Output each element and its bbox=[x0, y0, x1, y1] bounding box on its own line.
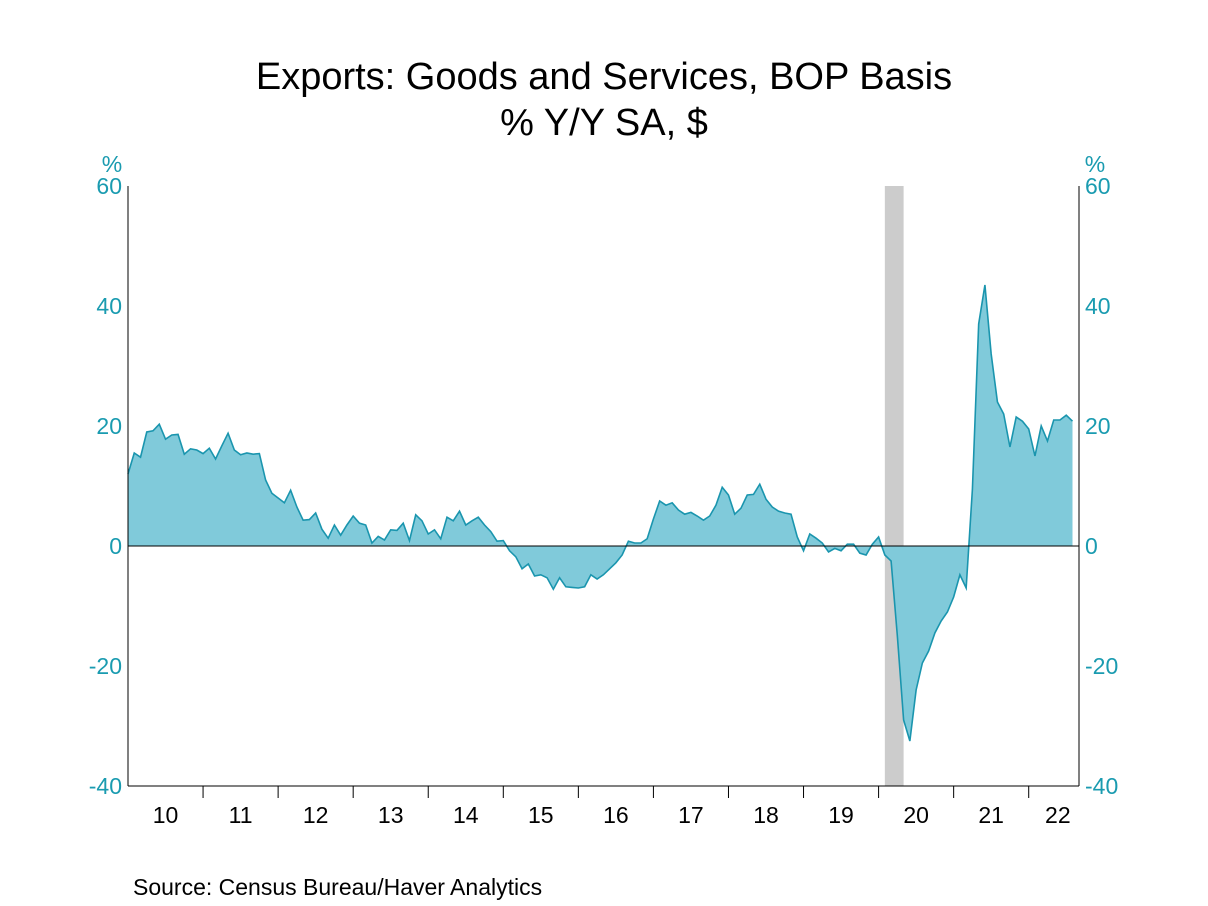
chart-subtitle: % Y/Y SA, $ bbox=[500, 102, 708, 144]
x-tick-label: 21 bbox=[978, 802, 1004, 828]
y-tick-label-right: 60 bbox=[1085, 173, 1111, 199]
x-tick-label: 11 bbox=[229, 802, 253, 828]
x-tick-label: 13 bbox=[378, 802, 404, 828]
x-tick-label: 15 bbox=[528, 802, 554, 828]
x-tick-label: 19 bbox=[828, 802, 854, 828]
series-area bbox=[128, 285, 1073, 741]
y-tick-label-right: 20 bbox=[1085, 413, 1111, 439]
x-tick-label: 22 bbox=[1045, 802, 1071, 828]
x-tick-label: 18 bbox=[753, 802, 779, 828]
y-tick-label-right: -20 bbox=[1085, 653, 1118, 679]
x-tick-label: 10 bbox=[153, 802, 179, 828]
y-tick-label-left: 40 bbox=[96, 293, 122, 319]
y-tick-label-left: 60 bbox=[96, 173, 122, 199]
x-tick-label: 14 bbox=[453, 802, 479, 828]
y-tick-label-left: -40 bbox=[89, 773, 122, 799]
x-tick-label: 20 bbox=[903, 802, 929, 828]
y-tick-label-left: 0 bbox=[109, 533, 122, 559]
recession-band bbox=[884, 186, 904, 786]
y-unit-left: % bbox=[102, 151, 122, 177]
x-tick-label: 16 bbox=[603, 802, 629, 828]
y-tick-label-left: -20 bbox=[89, 653, 122, 679]
series-line bbox=[127, 284, 1074, 742]
y-tick-label-right: -40 bbox=[1085, 773, 1118, 799]
x-tick-label: 12 bbox=[303, 802, 329, 828]
y-tick-label-left: 20 bbox=[96, 413, 122, 439]
y-tick-label-right: 0 bbox=[1085, 533, 1098, 559]
source-note: Source: Census Bureau/Haver Analytics bbox=[133, 874, 543, 900]
y-tick-label-right: 40 bbox=[1085, 293, 1111, 319]
chart-title: Exports: Goods and Services, BOP Basis bbox=[255, 56, 953, 98]
y-unit-right: % bbox=[1085, 151, 1105, 177]
x-tick-label: 17 bbox=[678, 802, 704, 828]
